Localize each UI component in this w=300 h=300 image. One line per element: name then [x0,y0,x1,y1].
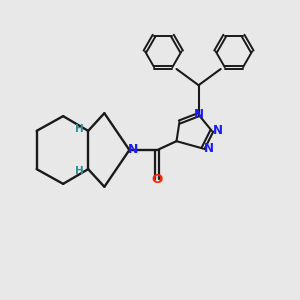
Text: O: O [152,173,163,186]
Text: N: N [194,108,204,121]
Text: H: H [75,124,84,134]
Text: H: H [75,167,84,176]
Text: N: N [213,124,223,137]
Text: N: N [204,142,214,155]
Text: N: N [128,143,138,156]
